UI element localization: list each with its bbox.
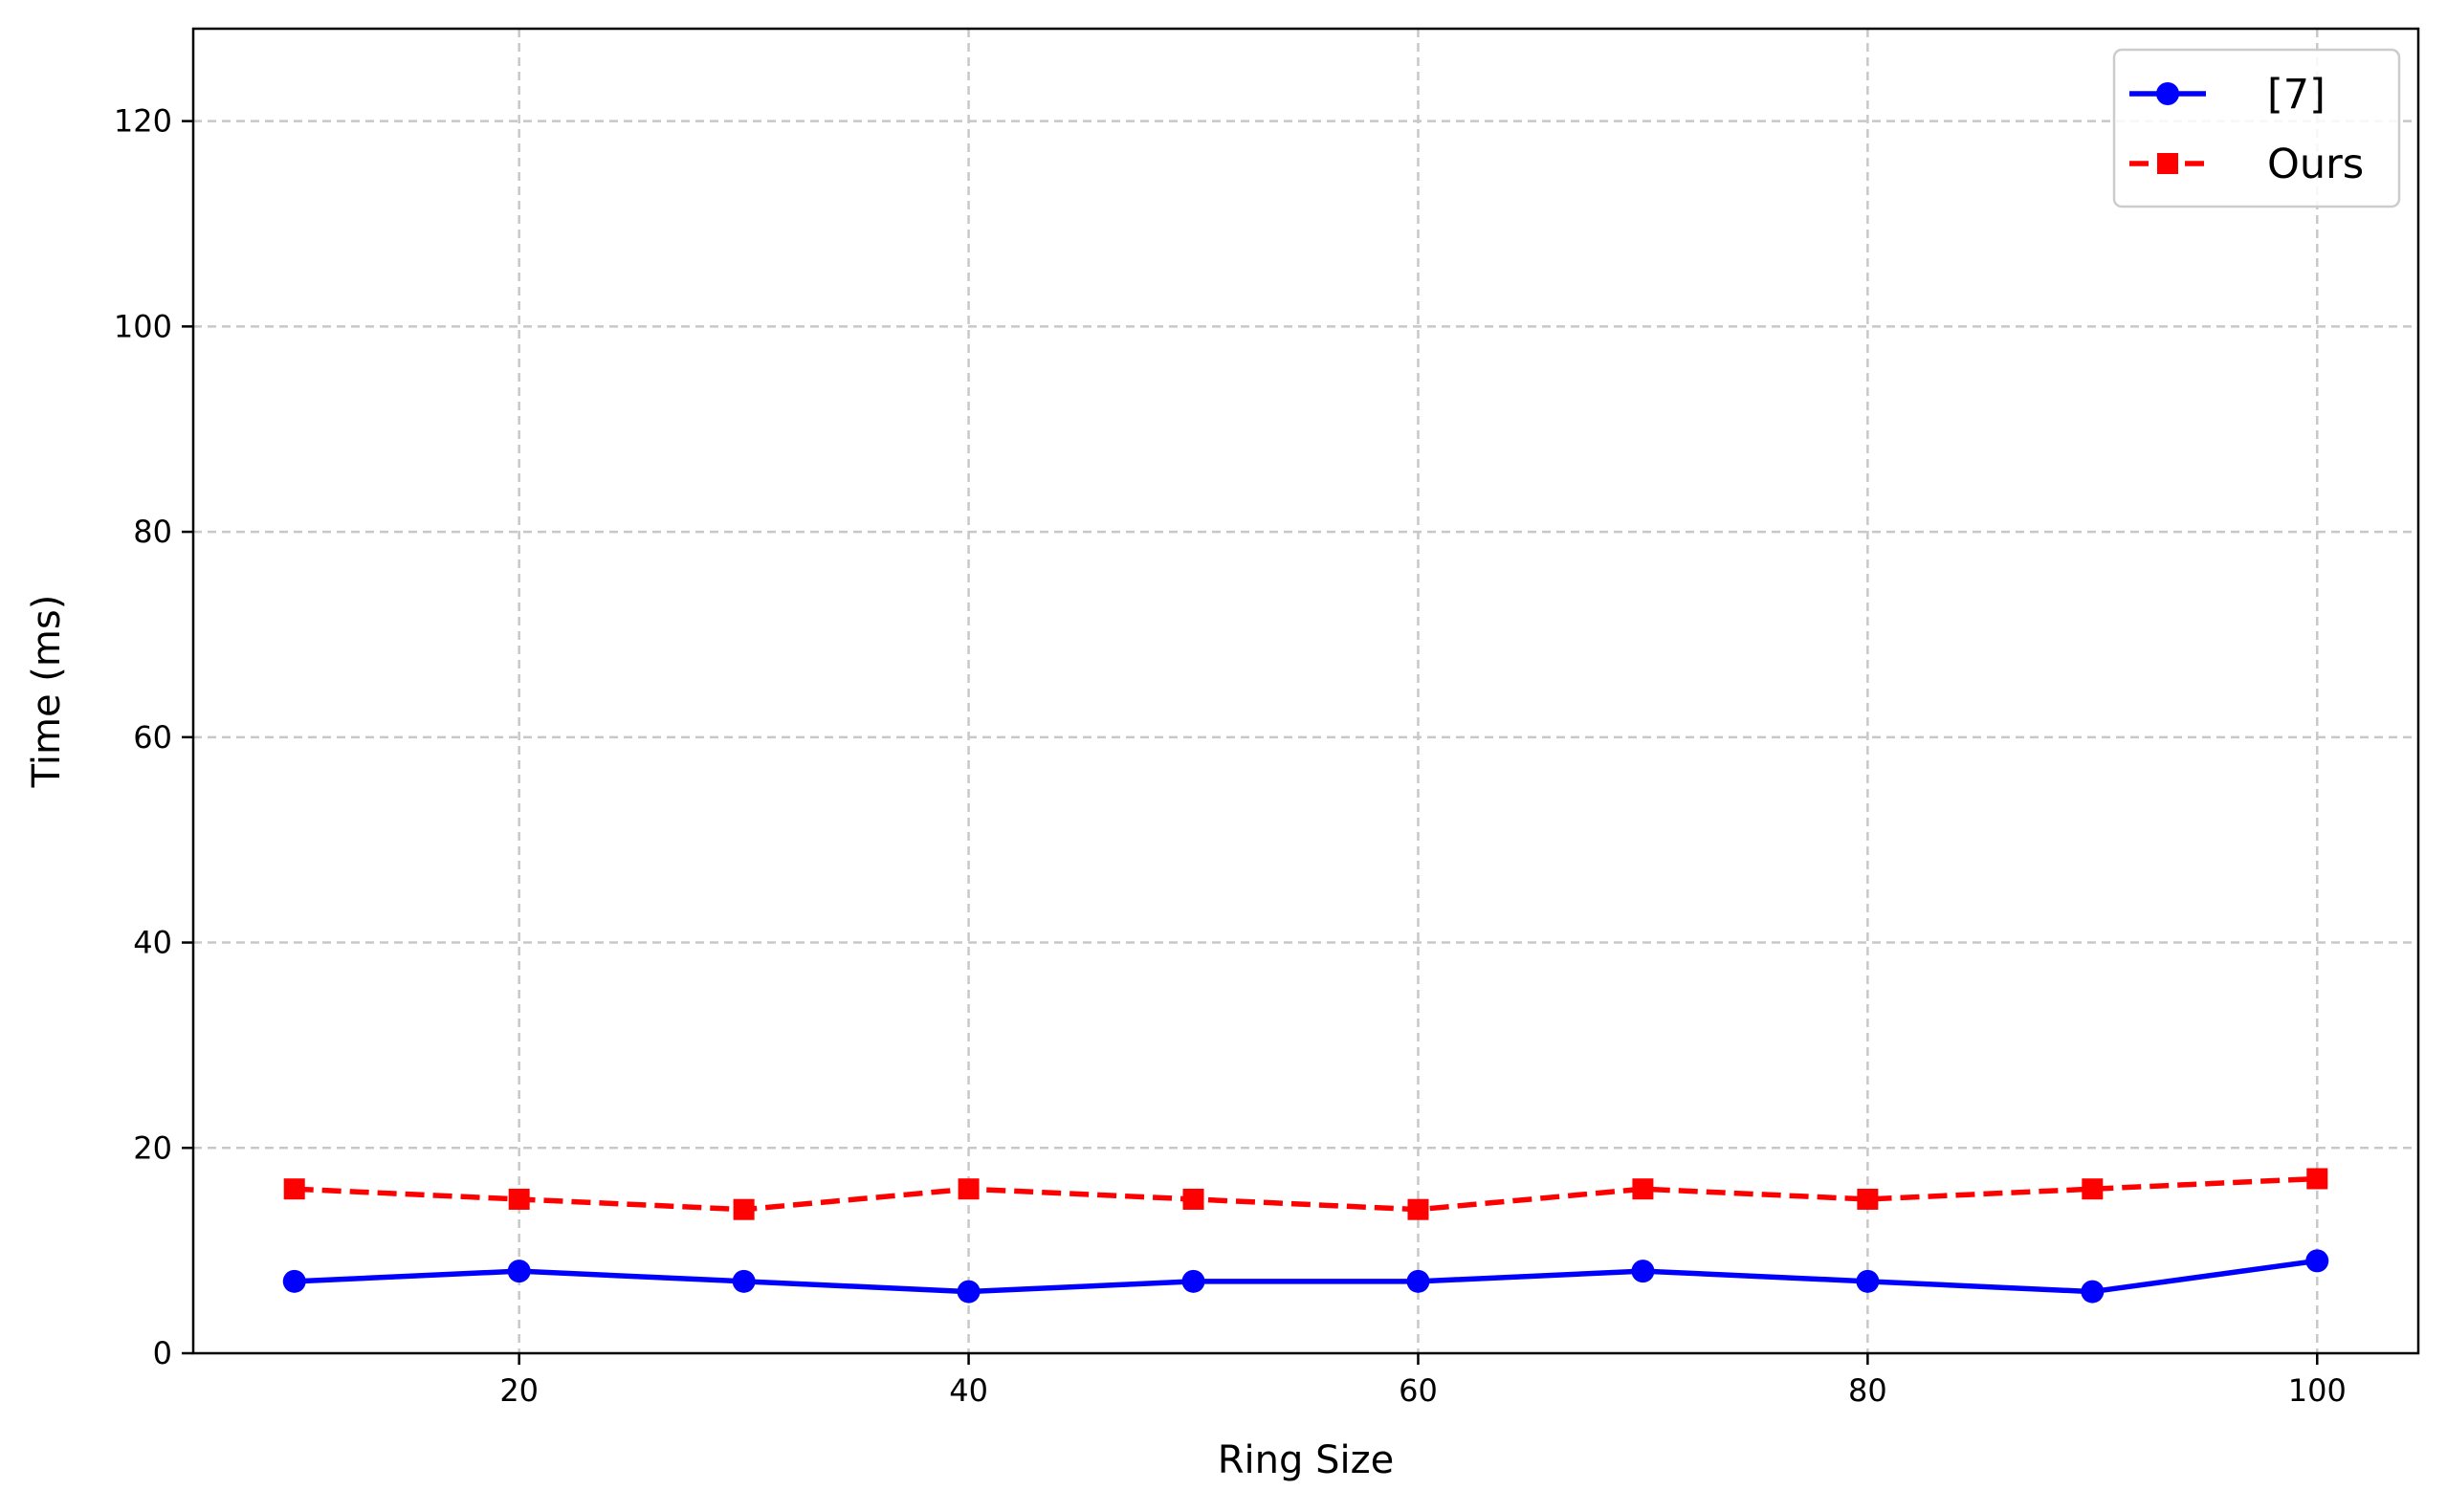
x-axis-label: Ring Size [1218, 1438, 1394, 1482]
data-point [733, 1198, 755, 1220]
legend: [7] Ours [2112, 48, 2401, 208]
grid-lines [193, 29, 2418, 1353]
data-point [957, 1280, 981, 1304]
y-tick-label: 120 [114, 103, 172, 140]
data-point [507, 1260, 531, 1283]
legend-label: Ours [2267, 141, 2364, 188]
data-point [1632, 1178, 1654, 1200]
data-point [958, 1178, 980, 1200]
legend-entry: [7] [2129, 71, 2326, 119]
y-tick-label: 40 [133, 925, 172, 961]
data-point [1406, 1269, 1430, 1293]
series-1 [282, 1249, 2329, 1304]
x-tick-label: 60 [1399, 1372, 1438, 1409]
data-point [283, 1178, 305, 1200]
y-tick-label: 0 [153, 1335, 172, 1371]
series-2 [283, 1168, 2328, 1220]
legend-entry: Ours [2129, 141, 2364, 188]
data-point [732, 1269, 756, 1293]
data-point [1856, 1269, 1880, 1293]
data-point [1182, 1188, 1204, 1210]
legend-marker [2156, 82, 2179, 105]
series-layer [282, 1168, 2329, 1304]
plot-area [191, 27, 2420, 1355]
y-tick-label: 80 [133, 514, 172, 550]
y-axis-label: Time (ms) [25, 595, 69, 789]
legend-label: [7] [2267, 71, 2326, 119]
y-tick-label: 60 [133, 719, 172, 756]
series-line [294, 1175, 2318, 1213]
data-point [1631, 1260, 1655, 1283]
data-point [2305, 1249, 2329, 1273]
legend-marker [2157, 153, 2178, 174]
x-tick-label: 40 [949, 1372, 988, 1409]
x-tick-label: 20 [499, 1372, 539, 1409]
x-tick-label: 100 [2288, 1372, 2347, 1409]
legend-box [2112, 48, 2401, 208]
data-point [2082, 1178, 2104, 1200]
data-point [2306, 1168, 2328, 1190]
axis-ticks: 20 40 60 80 100 0 20 40 60 80 100 120 [114, 103, 2347, 1409]
data-point [282, 1269, 306, 1293]
data-point [1407, 1198, 1429, 1220]
series-line [294, 1258, 2318, 1295]
data-point [1857, 1188, 1879, 1210]
y-tick-label: 100 [114, 308, 172, 344]
data-point [508, 1188, 530, 1210]
y-tick-label: 20 [133, 1129, 172, 1166]
data-point [1181, 1269, 1205, 1293]
x-tick-label: 80 [1848, 1372, 1887, 1409]
data-point [2081, 1280, 2105, 1304]
